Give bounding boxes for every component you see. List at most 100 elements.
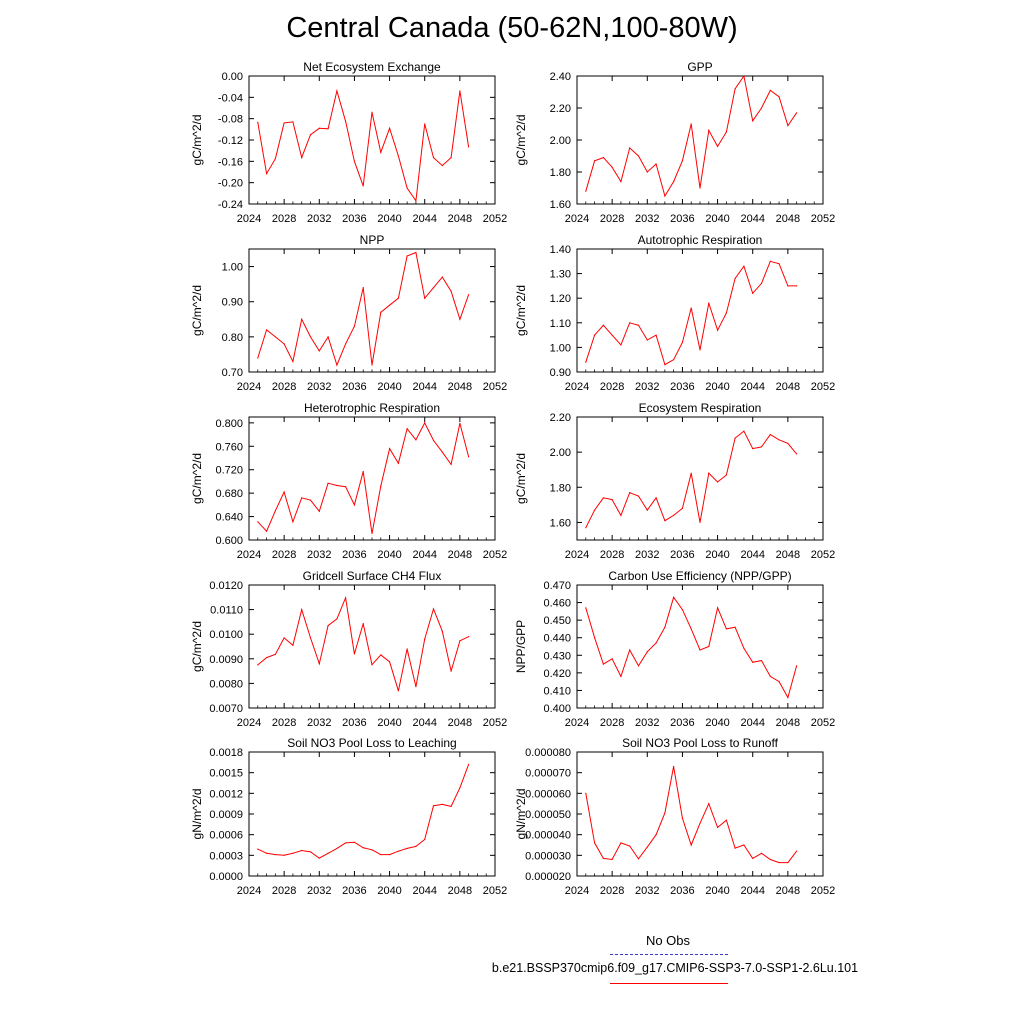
x-tick-label: 2028 — [600, 885, 624, 897]
data-point — [646, 171, 648, 173]
plot-frame — [576, 751, 824, 877]
y-tick-label: 0.0070 — [209, 703, 243, 715]
data-point — [283, 491, 285, 493]
y-tick-label: 0.440 — [543, 633, 571, 645]
chart-title: Soil NO3 Pool Loss to Leaching — [287, 736, 456, 750]
y-tick-label: 1.30 — [550, 269, 571, 281]
y-axis-label: gC/m^2/d — [190, 453, 204, 504]
data-point — [646, 846, 648, 848]
chart-panel-gpp: GPP 2024 2028 2032 2036 2040 2044 2048 2052 1.60 1… — [514, 60, 835, 225]
x-tick-label: 2032 — [307, 213, 331, 225]
data-point — [796, 665, 798, 667]
x-tick-label: 2028 — [272, 213, 296, 225]
data-point — [309, 851, 312, 853]
x-tick-label: 2048 — [776, 885, 800, 897]
data-point — [459, 90, 461, 92]
data-point — [336, 847, 338, 850]
data-point — [716, 145, 719, 147]
x-tick-label: 2036 — [670, 549, 694, 561]
data-point — [611, 166, 613, 168]
data-point — [752, 120, 754, 122]
data-point — [796, 112, 798, 114]
data-point — [760, 446, 763, 448]
plot-frame — [248, 416, 496, 541]
x-tick-label: 2036 — [342, 549, 366, 561]
y-tick-label: 0.000080 — [525, 747, 571, 759]
chart-title: Autotrophic Respiration — [638, 233, 763, 247]
y-tick-label: 0.600 — [215, 535, 243, 547]
data-point — [655, 642, 657, 644]
x-tick-label: 2048 — [448, 213, 472, 225]
data-point — [655, 163, 657, 165]
y-tick-label: 1.00 — [550, 342, 571, 354]
chart-title: Soil NO3 Pool Loss to Runoff — [622, 736, 779, 750]
x-tick-label: 2052 — [483, 885, 507, 897]
data-point — [637, 495, 640, 497]
y-axis-label: gC/m^2/d — [190, 621, 204, 672]
y-tick-label: 0.420 — [543, 668, 571, 680]
data-point — [673, 596, 675, 598]
y-tick-label: 0.430 — [543, 650, 571, 662]
data-point — [725, 819, 727, 821]
data-point — [769, 433, 771, 436]
x-tick-label: 2024 — [237, 381, 261, 393]
data-point — [699, 349, 701, 351]
y-tick-label: 0.000060 — [525, 788, 571, 800]
data-point — [593, 842, 596, 844]
y-axis-label: gC/m^2/d — [514, 453, 528, 504]
data-point — [611, 498, 613, 501]
data-point — [371, 664, 373, 666]
data-point — [734, 626, 736, 628]
y-tick-label: 0.640 — [215, 512, 243, 524]
y-tick-label: 2.00 — [550, 447, 571, 459]
x-tick-label: 2044 — [412, 885, 436, 897]
data-point — [760, 659, 763, 662]
y-tick-label: -0.20 — [218, 178, 243, 190]
x-tick-label: 2040 — [377, 717, 401, 729]
data-point — [796, 285, 798, 287]
data-point — [283, 637, 285, 639]
data-point — [637, 858, 640, 860]
data-point — [301, 849, 303, 852]
data-point — [424, 638, 426, 640]
data-point — [681, 160, 684, 162]
data-point — [769, 675, 771, 677]
data-point — [787, 861, 789, 864]
y-tick-label: 0.70 — [222, 367, 243, 379]
data-point — [441, 276, 443, 278]
y-tick-label: -0.24 — [218, 199, 243, 211]
data-point — [327, 128, 329, 130]
data-point — [424, 422, 426, 424]
data-point — [629, 649, 631, 651]
data-point — [681, 507, 684, 509]
x-tick-label: 2048 — [448, 885, 472, 897]
data-point — [725, 312, 727, 314]
data-point — [716, 481, 719, 483]
data-point — [699, 649, 701, 651]
data-point — [283, 343, 285, 345]
data-point — [283, 854, 285, 856]
data-point — [620, 344, 622, 346]
x-tick-label: 2040 — [705, 213, 729, 225]
data-point — [459, 787, 461, 789]
data-point — [681, 341, 684, 344]
y-tick-label: 2.20 — [550, 103, 571, 115]
data-point — [459, 318, 461, 320]
data-point — [725, 131, 727, 133]
x-tick-label: 2024 — [237, 885, 261, 897]
data-point — [593, 160, 596, 162]
x-tick-label: 2044 — [412, 717, 436, 729]
data-point — [743, 844, 745, 846]
data-point — [690, 307, 692, 309]
data-point — [734, 277, 736, 280]
data-point — [673, 514, 675, 517]
data-point — [620, 675, 622, 677]
y-tick-label: 0.0003 — [209, 850, 243, 862]
y-tick-label: 2.00 — [550, 135, 571, 147]
chart-title: Net Ecosystem Exchange — [303, 60, 441, 74]
x-tick-label: 2040 — [705, 381, 729, 393]
y-tick-label: 1.40 — [550, 244, 571, 256]
series-line — [585, 596, 798, 699]
data-point — [725, 474, 727, 476]
data-point — [257, 664, 259, 666]
